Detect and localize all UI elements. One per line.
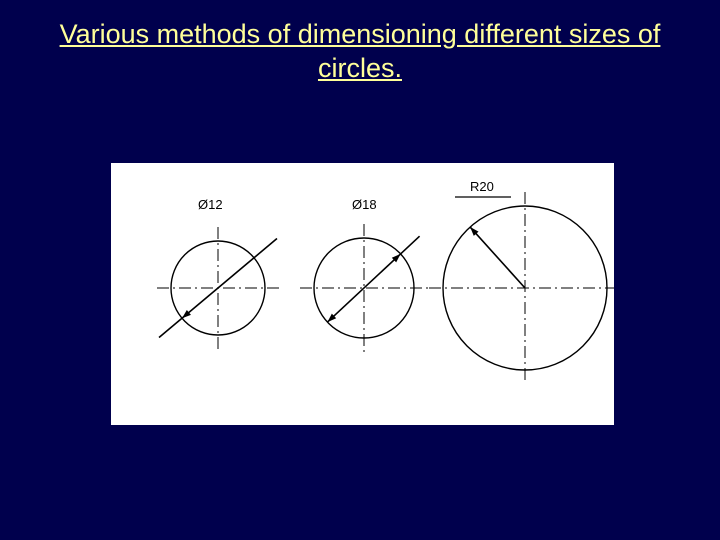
circle-c2: Ø18 <box>300 197 428 352</box>
circle-c3: R20 <box>429 179 614 384</box>
title-line-1: Various methods of dimensioning differen… <box>60 19 661 49</box>
circle-c1: Ø12 <box>157 197 279 349</box>
dimension-label: Ø18 <box>352 197 377 212</box>
dimensioning-diagram: Ø12 Ø18 R20 <box>111 163 614 425</box>
dimension-label: Ø12 <box>198 197 223 212</box>
dimension-label: R20 <box>470 179 494 194</box>
figure-panel: Ø12 Ø18 R20 <box>111 163 614 425</box>
leader-tail <box>401 236 420 254</box>
title-line-2: circles. <box>318 53 402 83</box>
slide-title: Various methods of dimensioning differen… <box>0 0 720 86</box>
leader-line <box>470 227 525 288</box>
